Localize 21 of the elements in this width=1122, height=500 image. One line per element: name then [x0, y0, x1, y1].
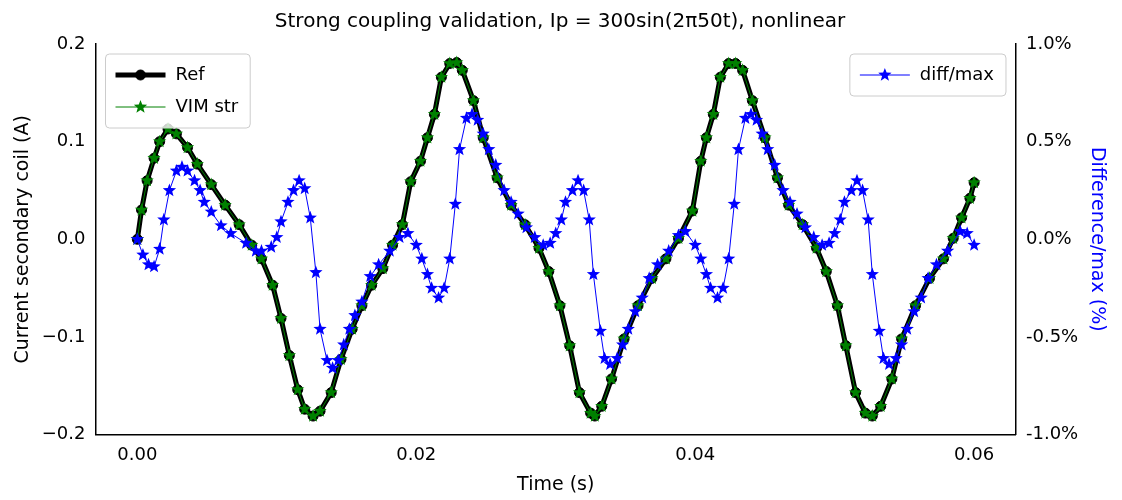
- y2-tick-label: -1.0%: [1025, 422, 1079, 444]
- x-tick-label: 0.04: [675, 443, 716, 465]
- y-tick-label: −0.1: [41, 324, 86, 346]
- y2-axis-title: Difference/max (%): [1087, 146, 1110, 332]
- y-tick-label: 0.2: [56, 31, 86, 53]
- legend-label: VIM str: [175, 94, 239, 116]
- chart-title: Strong coupling validation, Ip = 300sin(2π50t), nonlinear: [274, 8, 846, 33]
- y2-tick-label: 0.0%: [1025, 226, 1072, 248]
- y2-tick-label: 1.0%: [1025, 31, 1072, 53]
- y2-tick-label: -0.5%: [1025, 324, 1079, 346]
- x-axis-title: Time (s): [516, 471, 595, 494]
- x-tick-label: 0.06: [954, 443, 995, 465]
- legend-label: Ref: [175, 62, 206, 84]
- y-axis-title: Current secondary coil (A): [10, 115, 33, 364]
- x-tick-label: 0.00: [117, 443, 158, 465]
- y-tick-label: 0.1: [56, 129, 86, 151]
- legend-label: diff/max: [919, 62, 995, 84]
- x-tick-label: 0.02: [396, 443, 437, 465]
- y-tick-label: −0.2: [41, 422, 86, 444]
- y2-tick-label: 0.5%: [1025, 129, 1072, 151]
- y-tick-label: 0.0: [56, 226, 86, 248]
